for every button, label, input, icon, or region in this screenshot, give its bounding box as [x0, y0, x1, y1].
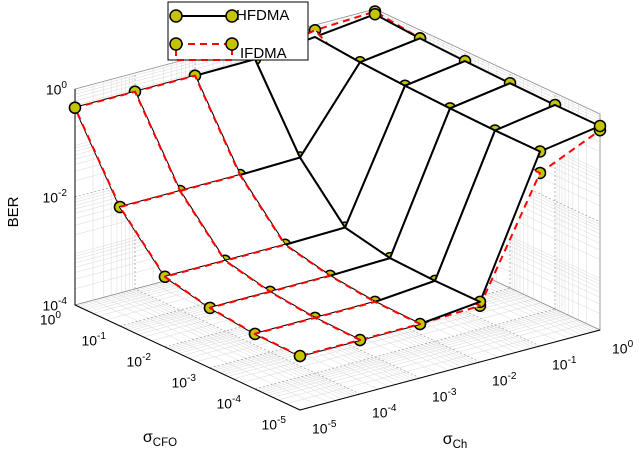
x-axis-label: σCFO	[143, 429, 177, 449]
z-tick-label: 100	[46, 80, 68, 98]
x-tick-label: 10-4	[216, 394, 241, 412]
x-tick-label: 10-5	[261, 415, 286, 433]
y-tick-label: 10-4	[372, 403, 397, 421]
minor-grid-line	[241, 302, 542, 383]
minor-grid-line	[116, 293, 343, 400]
legend: HFDMA IFDMA	[167, 1, 309, 62]
minor-grid-line	[121, 292, 347, 398]
minor-grid-line	[272, 317, 573, 398]
minor-grid-line	[261, 312, 563, 393]
axis-line	[299, 329, 601, 411]
minor-grid-line	[268, 315, 569, 396]
marker	[368, 7, 382, 21]
surface-face	[179, 173, 286, 262]
legend-marker	[169, 37, 183, 51]
y-tick-label: 10-5	[312, 419, 337, 437]
minor-grid-line	[374, 14, 601, 120]
minor-grid-line	[256, 309, 558, 391]
minor-grid-line	[286, 323, 587, 404]
marker	[293, 349, 307, 363]
minor-grid-line	[278, 319, 579, 401]
minor-grid-line	[132, 289, 358, 395]
x-tick-label: 10-1	[81, 331, 106, 349]
legend-marker	[169, 9, 183, 23]
marker	[68, 101, 82, 114]
minor-grid-line	[125, 291, 351, 397]
y-tick-label: 100	[612, 339, 634, 357]
z-axis-label: BER	[5, 196, 22, 227]
z-tick-label: 10-2	[42, 188, 67, 206]
minor-grid-line	[233, 298, 534, 380]
y-tick-label: 10-3	[432, 387, 457, 405]
marker	[593, 119, 607, 133]
legend-marker	[225, 9, 239, 23]
legend-label: IFDMA	[240, 45, 287, 62]
x-tick-label: 10-2	[126, 352, 151, 370]
y-tick-label: 10-1	[552, 355, 577, 373]
y-tick-label: 10-2	[492, 371, 517, 389]
x-tick-label: 10-3	[171, 373, 196, 391]
grid-line	[134, 288, 361, 395]
grid-line	[374, 8, 601, 115]
legend-box	[167, 1, 309, 61]
minor-grid-line	[103, 297, 329, 403]
legend-marker	[225, 37, 239, 51]
minor-grid-line	[264, 313, 566, 394]
minor-grid-line	[129, 290, 355, 396]
legend-swatch	[175, 43, 233, 61]
legend-label: HFDMA	[236, 7, 289, 24]
z-tick-label: 10-4	[42, 296, 67, 314]
surface-face	[254, 316, 361, 357]
minor-grid-line	[374, 11, 601, 117]
y-axis-label: σCh	[443, 431, 468, 451]
axis-line	[74, 304, 301, 411]
minor-grid-line	[259, 310, 560, 392]
minor-grid-line	[92, 299, 319, 406]
minor-grid-line	[111, 295, 337, 401]
surface-face	[119, 189, 226, 278]
